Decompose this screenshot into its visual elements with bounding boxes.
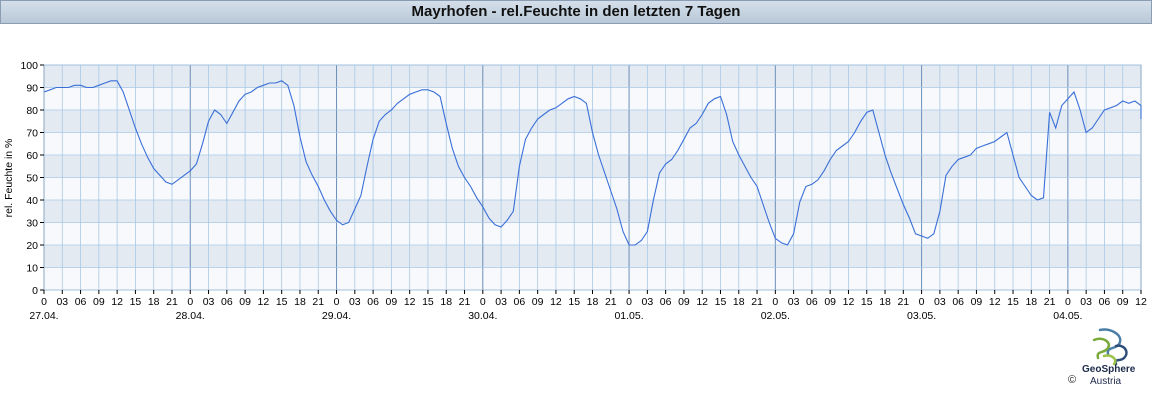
x-tick-label: 18: [440, 296, 452, 308]
x-tick-label: 06: [952, 296, 964, 308]
x-tick-label: 03: [1080, 296, 1092, 308]
x-tick-label: 09: [532, 296, 544, 308]
copyright-symbol: ©: [1068, 374, 1077, 386]
y-tick-label: 50: [26, 173, 38, 185]
y-tick-label: 40: [26, 195, 38, 207]
x-tick-label: 0: [334, 296, 340, 308]
x-tick-label: 0: [480, 296, 486, 308]
x-tick-label: 09: [93, 296, 105, 308]
x-tick-label: 0: [919, 296, 925, 308]
x-tick-label: 15: [715, 296, 727, 308]
date-labels: 27.04. 28.04. 29.04. 30.04. 01.05. 02.05. 03.0…: [29, 310, 1082, 322]
x-tick-label: 12: [258, 296, 270, 308]
x-tick-label: 18: [148, 296, 160, 308]
x-tick-label: 06: [660, 296, 672, 308]
x-tick-label: 21: [312, 296, 324, 308]
x-tick-label: 0: [187, 296, 193, 308]
y-tick-label: 30: [26, 218, 38, 230]
x-tick-label: 15: [568, 296, 580, 308]
date-label: 27.04.: [29, 310, 58, 322]
x-tick-label: 12: [111, 296, 123, 308]
x-tick-label: 21: [897, 296, 909, 308]
x-tick-label: 03: [56, 296, 68, 308]
x-tick-label: 06: [75, 296, 87, 308]
x-tick-label: 09: [678, 296, 690, 308]
x-tick-label: 0: [772, 296, 778, 308]
x-tick-label: 06: [367, 296, 379, 308]
y-tick-label: 10: [26, 263, 38, 275]
x-tick-label: 06: [221, 296, 233, 308]
x-tick-label: 12: [843, 296, 855, 308]
x-tick-label: 21: [605, 296, 617, 308]
x-tick-label: 18: [879, 296, 891, 308]
x-tick-label: 09: [386, 296, 398, 308]
x-tick-label: 03: [495, 296, 507, 308]
date-label: 29.04.: [322, 310, 351, 322]
x-tick-label: 06: [1099, 296, 1111, 308]
logo-name: GeoSphere: [1082, 364, 1136, 375]
x-tick-label: 21: [166, 296, 178, 308]
y-axis-ticks: 0 10 20 30 40 50 60 70 80 90 100: [20, 60, 44, 297]
x-tick-label: 0: [626, 296, 632, 308]
x-tick-label: 15: [861, 296, 873, 308]
chart-title: Mayrhofen - rel.Feuchte in den letzten 7…: [411, 3, 741, 20]
x-tick-label: 12: [404, 296, 416, 308]
date-label: 04.05.: [1053, 310, 1082, 322]
x-tick-label: 12: [550, 296, 562, 308]
x-tick-label: 15: [276, 296, 288, 308]
x-tick-label: 18: [587, 296, 599, 308]
date-label: 30.04.: [468, 310, 497, 322]
chart-title-bar: Mayrhofen - rel.Feuchte in den letzten 7…: [0, 0, 1152, 24]
x-tick-label: 18: [294, 296, 306, 308]
x-tick-label: 03: [642, 296, 654, 308]
x-tick-label: 03: [349, 296, 361, 308]
y-tick-label: 80: [26, 105, 38, 117]
x-axis-ticks: 0 03 06 09 12 15 18 21 0 03 06 09 12 15 18 21 0 03 06 09 12 1…: [41, 290, 1147, 308]
geosphere-logo-icon: [1092, 328, 1128, 366]
y-tick-label: 60: [26, 150, 38, 162]
y-tick-label: 90: [26, 83, 38, 95]
x-tick-label: 12: [989, 296, 1001, 308]
logo-subname: Austria: [1090, 376, 1122, 387]
x-tick-label: 09: [824, 296, 836, 308]
humidity-series-line: [43, 80, 1142, 246]
x-tick-label: 21: [459, 296, 471, 308]
x-tick-label: 03: [788, 296, 800, 308]
date-label: 28.04.: [176, 310, 205, 322]
x-tick-label: 03: [934, 296, 946, 308]
y-tick-label: 0: [32, 285, 38, 297]
x-tick-label: 12: [1135, 296, 1147, 308]
x-tick-label: 12: [696, 296, 708, 308]
x-tick-label: 15: [130, 296, 142, 308]
x-tick-label: 0: [1065, 296, 1071, 308]
x-tick-label: 06: [514, 296, 526, 308]
x-tick-label: 09: [971, 296, 983, 308]
horizontal-gridlines: [44, 64, 1141, 291]
x-tick-label: 09: [239, 296, 251, 308]
x-tick-label: 06: [806, 296, 818, 308]
y-tick-label: 100: [20, 60, 38, 72]
x-tick-label: 0: [41, 296, 47, 308]
x-tick-label: 21: [1044, 296, 1056, 308]
x-tick-label: 18: [733, 296, 745, 308]
date-label: 03.05.: [907, 310, 936, 322]
y-axis-title: rel. Feuchte in %: [3, 139, 15, 218]
x-tick-label: 18: [1025, 296, 1037, 308]
date-label: 02.05.: [761, 310, 790, 322]
y-tick-label: 20: [26, 240, 38, 252]
x-tick-label: 09: [1117, 296, 1129, 308]
x-tick-label: 15: [422, 296, 434, 308]
y-tick-label: 70: [26, 128, 38, 140]
date-label: 01.05.: [614, 310, 643, 322]
x-tick-label: 03: [203, 296, 215, 308]
x-tick-label: 21: [751, 296, 763, 308]
x-tick-label: 15: [1007, 296, 1019, 308]
